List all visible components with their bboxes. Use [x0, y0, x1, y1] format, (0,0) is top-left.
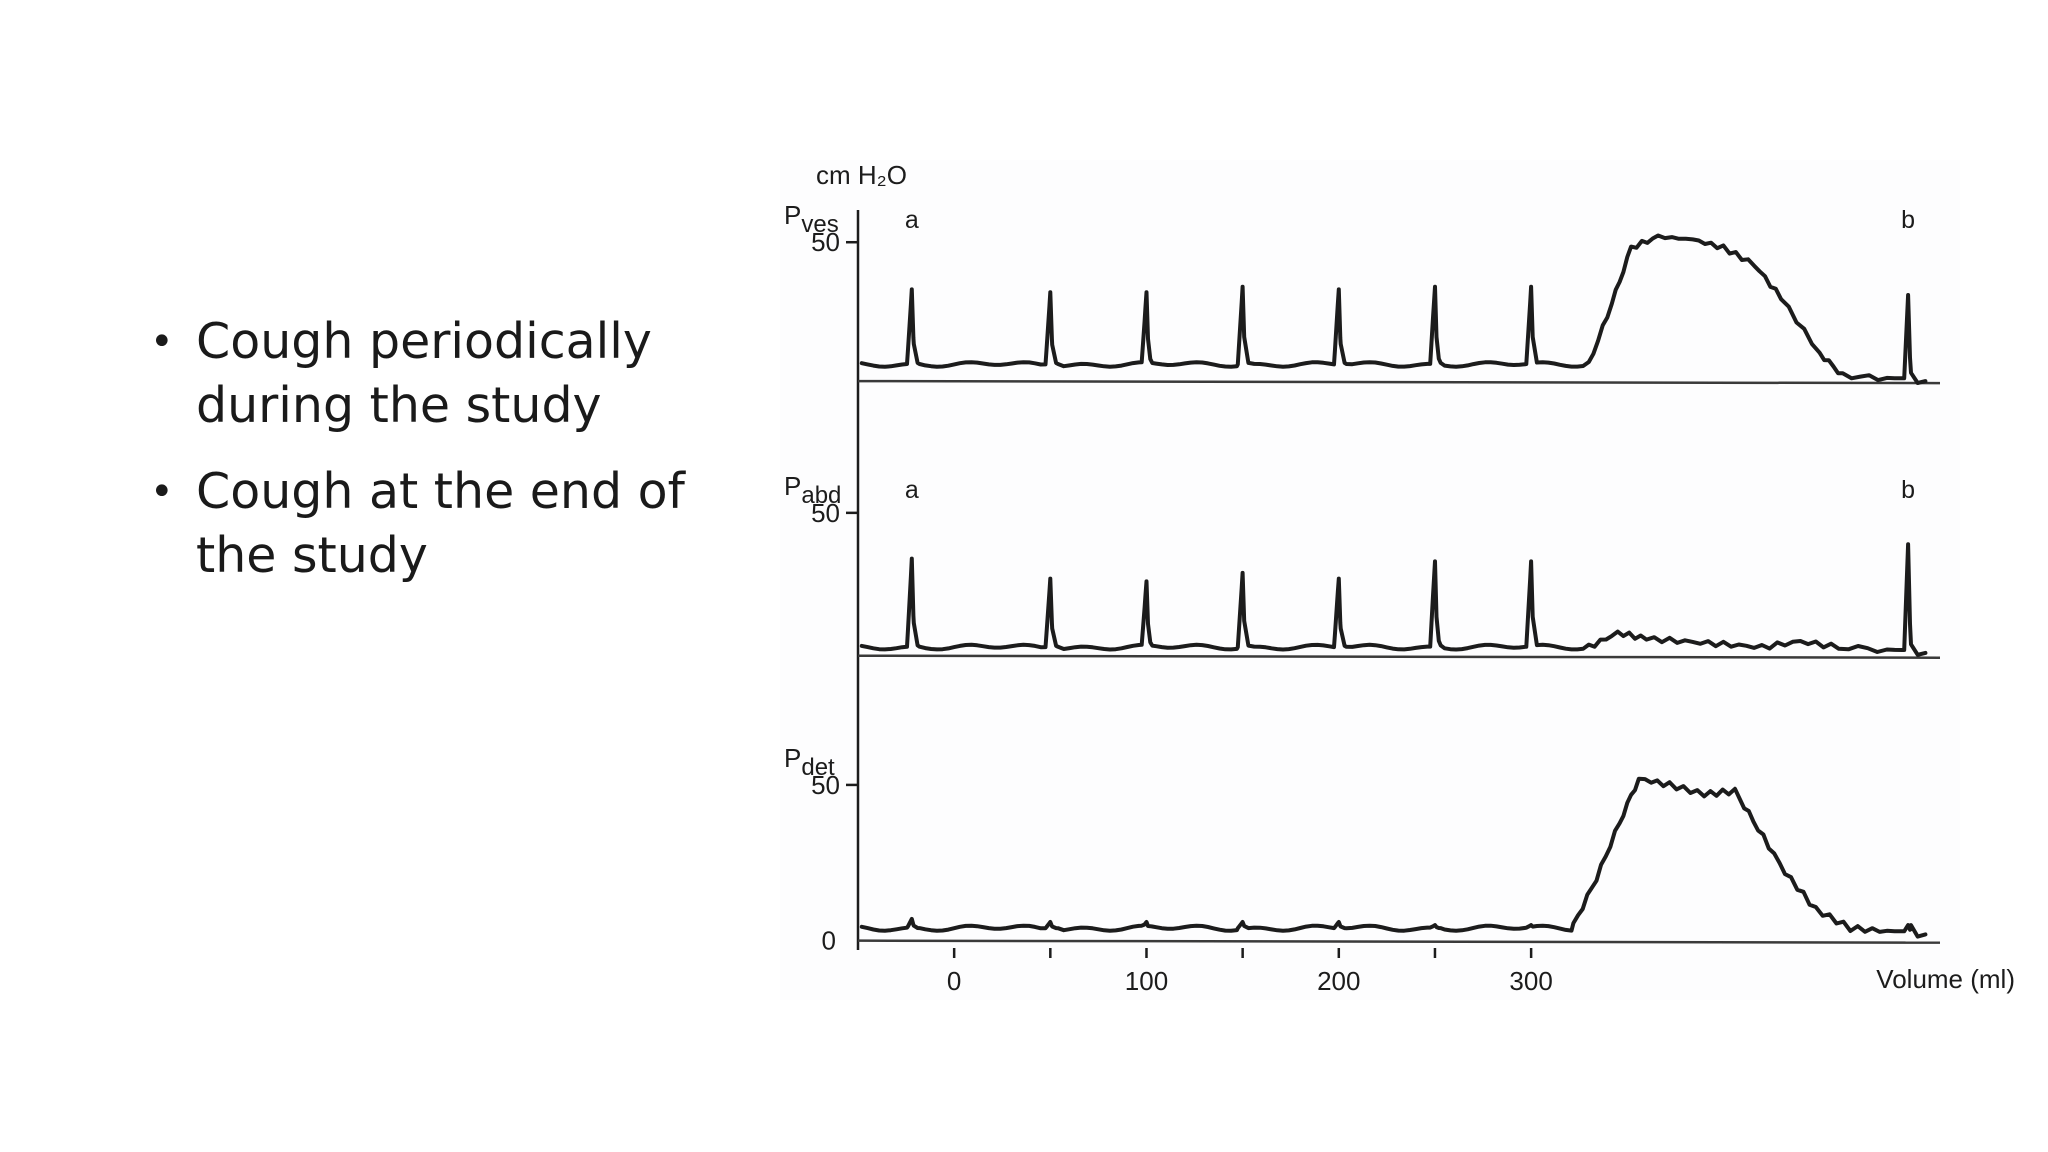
unit-label: cm H₂O [816, 160, 907, 190]
bullet-list: • Cough periodically during the study • … [150, 310, 710, 610]
y-tick-label-zero: 0 [822, 926, 836, 956]
bullet-dot-icon: • [150, 319, 174, 365]
baseline-pves [857, 379, 1941, 385]
panel-label-pdet: Pdet [784, 743, 835, 781]
baseline-pabd [857, 654, 1941, 659]
x-axis-title: Volume (ml) [1876, 964, 2015, 994]
panel-label-pves: Pves [784, 200, 839, 238]
bullet-dot-icon: • [150, 469, 174, 515]
y-tick-label: 50 [811, 770, 840, 800]
chart-background [780, 160, 1960, 1000]
trace-pdet [859, 776, 1928, 939]
event-marker-b: b [1901, 206, 1915, 234]
event-marker-a: a [905, 206, 919, 234]
bullet-text: Cough at the end of the study [196, 463, 685, 584]
x-tick-label: 100 [1125, 966, 1168, 996]
panel-label-pabd: Pabd [784, 471, 841, 509]
baseline-pdet [857, 939, 1941, 944]
bullet-item: • Cough at the end of the study [150, 460, 710, 588]
bullet-text: Cough periodically during the study [196, 313, 652, 434]
y-tick-label: 50 [811, 498, 840, 528]
y-tick-label: 50 [811, 227, 840, 257]
bullet-item: • Cough periodically during the study [150, 310, 710, 438]
trace-pves [859, 233, 1928, 385]
trace-pabd [859, 542, 1928, 657]
x-tick-label: 0 [947, 966, 961, 996]
x-tick-label: 300 [1509, 966, 1552, 996]
event-marker-a: a [905, 476, 919, 504]
event-marker-b: b [1901, 476, 1915, 504]
x-tick-label: 200 [1317, 966, 1360, 996]
